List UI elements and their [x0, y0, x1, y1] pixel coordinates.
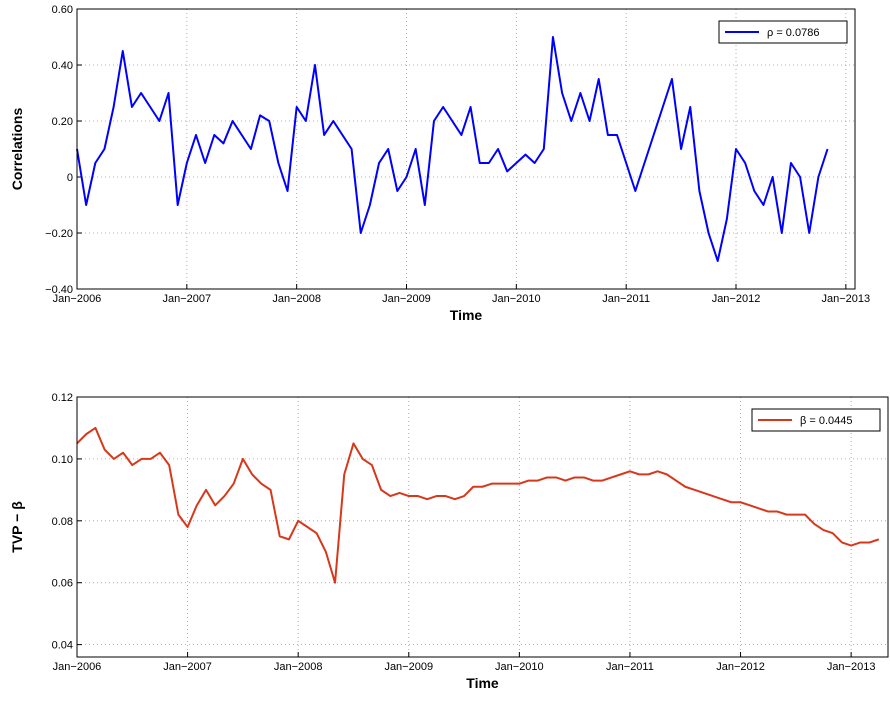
x-tick-label: Jan−2008 [272, 293, 321, 305]
x-tick-label: Jan−2013 [822, 293, 871, 305]
x-tick-label: Jan−2013 [827, 661, 876, 673]
y-tick-label: 0.60 [52, 4, 73, 16]
y-tick-label: 0 [67, 172, 73, 184]
x-tick-label: Jan−2011 [606, 661, 654, 673]
legend-label: β = 0.0445 [800, 415, 853, 427]
legend-label: ρ = 0.0786 [767, 27, 819, 39]
x-tick-label: Jan−2010 [492, 293, 541, 305]
x-tick-label: Jan−2007 [163, 293, 212, 305]
series-line [76, 426, 880, 584]
plot-area [77, 9, 855, 289]
y-tick-label: −0.20 [45, 228, 73, 240]
y-tick-label: 0.06 [52, 578, 73, 590]
y-tick-label: −0.40 [45, 284, 73, 296]
x-tick-label: Jan−2006 [53, 293, 102, 305]
x-tick-label: Jan−2010 [495, 661, 544, 673]
axes-box [76, 396, 889, 658]
x-tick-label: Jan−2007 [163, 661, 212, 673]
y-axis-label: Correlations [9, 108, 25, 191]
axes-box [76, 8, 856, 290]
legend-box [718, 20, 848, 44]
x-tick-label: Jan−2012 [712, 293, 761, 305]
x-tick-label: Jan−2011 [602, 293, 650, 305]
series-line [76, 36, 829, 262]
y-tick-label: 0.10 [52, 454, 73, 466]
x-tick-label: Jan−2012 [716, 661, 765, 673]
y-tick-label: 0.20 [52, 116, 73, 128]
x-tick-label: Jan−2009 [384, 661, 433, 673]
plot-area [77, 397, 888, 657]
x-axis-label: Time [450, 307, 483, 323]
y-axis-label: TVP − β [9, 501, 25, 553]
y-tick-label: 0.04 [52, 640, 73, 652]
y-tick-label: 0.40 [52, 60, 73, 72]
x-tick-label: Jan−2008 [274, 661, 323, 673]
y-tick-label: 0.12 [52, 392, 73, 404]
y-tick-label: 0.08 [52, 516, 73, 528]
x-tick-label: Jan−2006 [53, 661, 102, 673]
x-tick-label: Jan−2009 [382, 293, 431, 305]
x-axis-label: Time [466, 675, 499, 691]
legend-box [751, 408, 881, 432]
